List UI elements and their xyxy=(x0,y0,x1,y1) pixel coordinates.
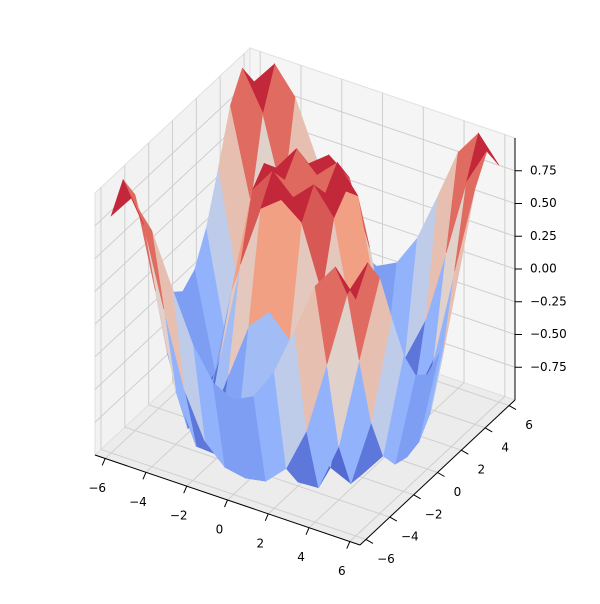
z-tick-label: −0.25 xyxy=(530,294,567,308)
x-tick-label: 0 xyxy=(216,523,224,537)
y-tick xyxy=(508,405,517,411)
x-axis-line xyxy=(94,454,361,546)
surface-patch xyxy=(230,67,264,202)
y-tick-label: 6 xyxy=(525,418,533,432)
y-axis-line xyxy=(359,399,516,546)
x-tick xyxy=(224,499,228,508)
z-tick-label: 0.50 xyxy=(530,196,557,210)
y-tick xyxy=(484,427,493,433)
surface-patch xyxy=(454,151,488,271)
x-tick-label: −2 xyxy=(170,509,188,523)
y-tick-label: 2 xyxy=(478,463,486,477)
y-tick xyxy=(437,472,445,477)
z-tick-label: 0.75 xyxy=(530,163,557,177)
surface-patch xyxy=(280,184,315,223)
y-tick xyxy=(461,449,469,455)
z-tick-label: −0.50 xyxy=(530,327,567,341)
y-tick-label: −6 xyxy=(377,552,395,566)
y-tick xyxy=(365,538,374,544)
y-tick-label: −4 xyxy=(401,530,419,544)
x-tick-label: −6 xyxy=(88,481,106,495)
z-tick-label: 0.00 xyxy=(530,262,557,276)
x-tick-label: −4 xyxy=(129,495,147,509)
grid-line xyxy=(100,448,367,540)
y-tick-label: 4 xyxy=(501,440,509,454)
x-tick xyxy=(142,472,147,480)
x-tick xyxy=(183,485,188,494)
y-tick-label: −2 xyxy=(425,507,443,521)
x-tick xyxy=(264,513,269,522)
x-tick xyxy=(305,527,310,535)
x-tick-label: 6 xyxy=(338,564,346,578)
y-tick-label: 0 xyxy=(454,485,462,499)
y-tick xyxy=(413,494,421,500)
surface-patch xyxy=(110,178,144,225)
z-tick-label: 0.25 xyxy=(530,229,557,243)
x-tick-label: 4 xyxy=(297,550,305,564)
z-tick-label: −0.75 xyxy=(530,360,567,374)
surface-patch xyxy=(335,262,368,300)
x-tick xyxy=(101,458,106,466)
y-tick xyxy=(389,516,398,522)
x-tick xyxy=(346,541,351,549)
x-tick-label: 2 xyxy=(256,536,264,550)
